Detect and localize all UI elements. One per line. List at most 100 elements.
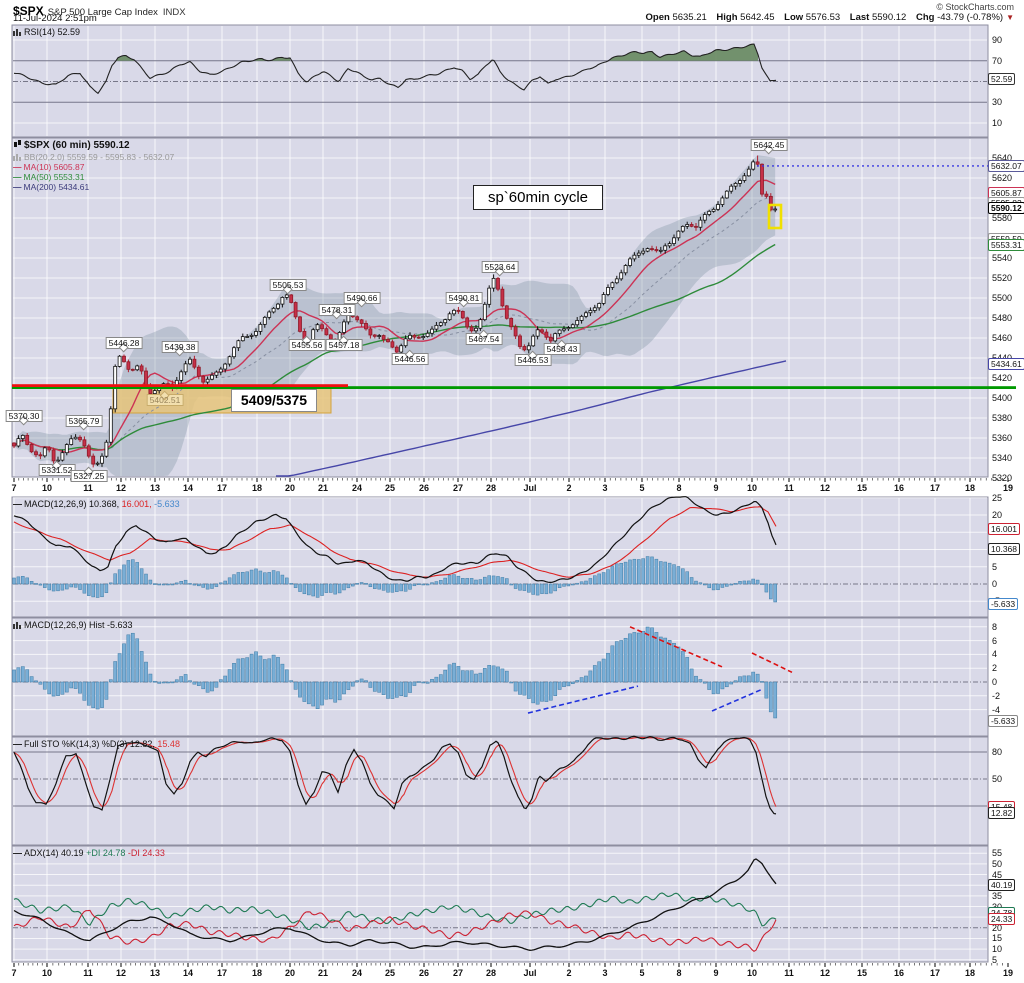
- axis-tick-label: 90: [992, 35, 1003, 45]
- date-label: 25: [384, 968, 396, 978]
- sto-legend: — Full STO %K(14,3) %D(3) 12.82, 15.48: [13, 739, 180, 749]
- price-annotation: 5505.53: [269, 279, 307, 295]
- axis-tick-label: 20: [992, 922, 1003, 933]
- change-down-icon: ▼: [1006, 13, 1014, 22]
- date-label: 18: [251, 968, 263, 978]
- axis-tick-label: 50: [992, 858, 1003, 869]
- support-annotation: 5409/5375: [231, 389, 317, 412]
- axis-tick-label: 5520: [992, 273, 1013, 283]
- date-label: 13: [149, 483, 161, 493]
- axis-tick-label: 5: [992, 954, 998, 965]
- price-annotation: 5439.38: [161, 341, 199, 357]
- axis-tick-label: 5420: [992, 373, 1013, 383]
- date-label: 12: [819, 968, 831, 978]
- date-label: 27: [452, 483, 464, 493]
- axis-tick-label: 80: [992, 747, 1003, 757]
- exchange: INDX: [162, 7, 186, 18]
- chg-value: -43.79 (-0.78%): [937, 12, 1004, 23]
- date-label: 9: [713, 968, 719, 978]
- date-label: 16: [893, 483, 905, 493]
- axis-tick-label: 8: [992, 621, 998, 632]
- price-annotation: 5523.64: [481, 261, 519, 277]
- date-label: 17: [216, 968, 228, 978]
- axis-tick-label: 0: [992, 677, 998, 687]
- chart-title: S&P 500 Large Cap Index: [47, 7, 158, 18]
- date-label: 10: [746, 483, 758, 493]
- date-label: 28: [485, 483, 497, 493]
- axis-tick-label: 50: [992, 774, 1003, 784]
- axis-tick-label: -2: [992, 690, 1001, 701]
- price-annotation: 5467.54: [465, 329, 503, 345]
- date-label: 16: [893, 968, 905, 978]
- date-label: Jul: [523, 968, 537, 978]
- price-legend-ma200: — MA(200) 5434.61: [13, 182, 90, 192]
- date-label: 17: [929, 483, 941, 493]
- axis-tick-label: 0: [992, 579, 998, 589]
- axis-tick-label: 5400: [992, 393, 1013, 403]
- axis-tick-label: 10: [992, 944, 1003, 955]
- date-label: 18: [251, 483, 263, 493]
- axis-tick-label: 5320: [992, 473, 1013, 483]
- date-label: 3: [602, 968, 608, 978]
- date-label: 8: [676, 483, 682, 493]
- price-legend-ma10: — MA(10) 5605.87: [13, 162, 85, 172]
- date-label: 19: [1002, 968, 1014, 978]
- date-label: 26: [418, 483, 430, 493]
- price-annotation: 5327.25: [70, 466, 108, 482]
- date-label: 9: [713, 483, 719, 493]
- date-label: 28: [485, 968, 497, 978]
- price-legend-title: $SPX (60 min) 5590.12: [13, 140, 130, 151]
- last-value: 5590.12: [871, 12, 907, 23]
- adx-legend: — ADX(14) 40.19 +DI 24.78 -DI 24.33: [13, 848, 165, 858]
- cycle-annotation: sp`60min cycle: [473, 185, 603, 210]
- axis-value-box: 5553.31: [988, 239, 1024, 252]
- symbol: $SPX: [13, 4, 44, 18]
- axis-tick-label: -4: [992, 704, 1001, 715]
- date-label: 15: [856, 483, 868, 493]
- axis-tick-label: 5360: [992, 433, 1013, 443]
- price-annotation: 5365.79: [65, 415, 103, 431]
- date-label: 17: [929, 968, 941, 978]
- price-annotation: 5457.18: [325, 335, 363, 351]
- price-annotation: 5490.81: [445, 292, 483, 308]
- axis-tick-label: 10: [992, 118, 1003, 128]
- axis-value-box: -5.633: [988, 715, 1019, 728]
- date-label: 5: [639, 968, 645, 978]
- copyright: © StockCharts.com: [936, 2, 1014, 12]
- date-label: 5: [639, 483, 645, 493]
- axis-tick-label: 35: [992, 890, 1003, 901]
- date-label: 11: [784, 968, 794, 978]
- last-label: Last: [849, 12, 870, 23]
- price-annotation: 5446.53: [514, 350, 552, 366]
- date-label: 11: [83, 483, 93, 493]
- rsi-legend: RSI(14) 52.59: [13, 27, 80, 37]
- axis-value-box: 12.82: [988, 806, 1016, 819]
- date-label: 7: [11, 483, 17, 493]
- macd-legend: — MACD(12,26,9) 10.368, 16.001, -5.633: [13, 499, 180, 509]
- date-label: 11: [83, 968, 93, 978]
- axis-tick-label: 30: [992, 97, 1003, 108]
- date-label: 10: [41, 483, 53, 493]
- axis-tick-label: 4: [992, 649, 998, 660]
- price-annotation: 5642.45: [750, 139, 788, 155]
- date-label: 11: [784, 483, 794, 493]
- axis-value-box: 40.19: [988, 879, 1016, 892]
- high-value: 5642.45: [740, 12, 775, 23]
- chg-label: Chg: [915, 12, 935, 23]
- price-legend-bb: BB(20,2.0) 5559.59 - 5595.83 - 5632.07: [13, 152, 174, 162]
- date-label: 14: [182, 968, 194, 978]
- date-label: 21: [317, 483, 329, 493]
- candlestick-icon: [14, 140, 21, 147]
- axis-tick-label: 5340: [992, 453, 1013, 463]
- chart-header: $SPX S&P 500 Large Cap Index INDX: [13, 2, 186, 20]
- price-annotation: 5478.31: [318, 304, 356, 320]
- date-label: 19: [1002, 483, 1014, 493]
- price-annotation: 5446.28: [105, 337, 143, 353]
- date-label: 8: [676, 968, 682, 978]
- axis-value-box: 10.368: [988, 542, 1020, 555]
- axis-tick-label: 30: [992, 902, 1002, 912]
- price-annotation: 5455.56: [288, 335, 326, 351]
- date-label: 13: [149, 968, 161, 978]
- date-label: 10: [746, 968, 758, 978]
